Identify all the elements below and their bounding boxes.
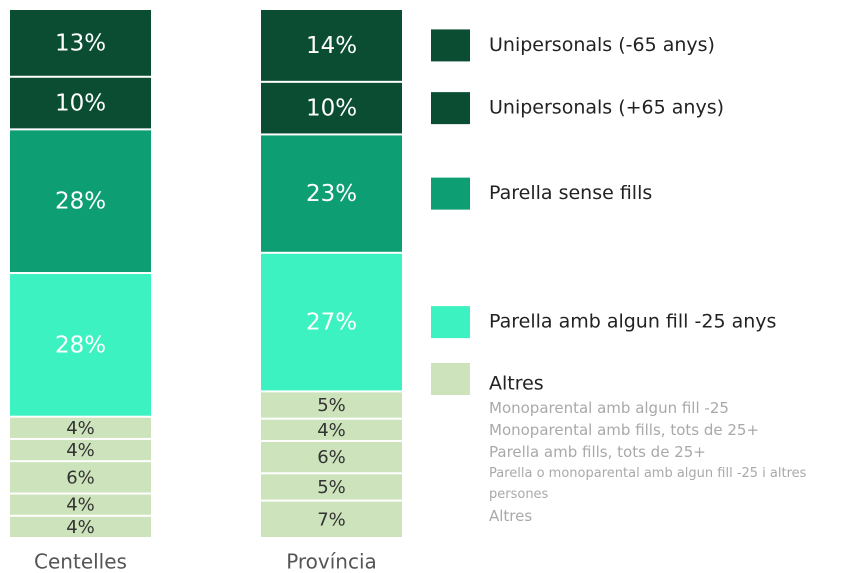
value-label: 6% [66, 467, 95, 488]
value-label: 10% [55, 91, 106, 117]
bar-segment [10, 462, 151, 493]
bar-segment [261, 419, 402, 440]
bar-segment [10, 417, 151, 438]
value-label: 7% [317, 509, 346, 530]
bar-segment [10, 130, 151, 273]
legend-swatch [431, 306, 470, 339]
category-label: Centelles [34, 550, 127, 573]
legend-label: Parella amb algun fill -25 anys [489, 311, 776, 333]
bar-segment [261, 253, 402, 391]
legend-sub-label: Altres [489, 507, 533, 525]
legend-sub-label: Monoparental amb algun fill -25 [489, 399, 729, 417]
value-label: 13% [55, 30, 106, 56]
value-label: 14% [306, 33, 357, 59]
value-label: 28% [55, 189, 106, 215]
legend-swatch [431, 363, 470, 395]
value-label: 4% [317, 420, 346, 441]
legend-label: Unipersonals (+65 anys) [489, 97, 724, 119]
legend-swatch [431, 177, 470, 210]
value-label: 4% [66, 440, 95, 461]
bar-segment [10, 77, 151, 129]
value-label: 4% [66, 495, 95, 516]
category-label: Província [286, 550, 377, 573]
legend-swatch [431, 92, 470, 125]
legend-label: Parella sense fills [489, 182, 652, 204]
value-label: 5% [317, 477, 346, 498]
legend-sublist-box: Monoparental amb algun fill -25 Monoparen… [489, 397, 847, 527]
legend-sub-label: Parella amb fills, tots de 25+ [489, 443, 706, 461]
bar-segment [261, 392, 402, 418]
value-label: 4% [66, 418, 95, 439]
bar-segment [10, 274, 151, 416]
bar-segment [10, 516, 151, 537]
value-label: 5% [317, 395, 346, 416]
legend-swatch [431, 29, 470, 62]
bar-segment [261, 501, 402, 537]
value-label: 10% [306, 96, 357, 122]
bar-segment [10, 10, 151, 76]
bar-segment [261, 135, 402, 252]
legend-group-label: Altres [489, 373, 544, 395]
bar-segment [261, 10, 402, 81]
bar-segment [261, 82, 402, 134]
legend-sub-label: Parella o monoparental amb algun fill -2… [489, 466, 807, 502]
bar-segment [10, 494, 151, 515]
value-label: 23% [306, 181, 357, 207]
legend-sub-label: Monoparental amb fills, tots de 25+ [489, 421, 760, 439]
legend-sublist: Monoparental amb algun fill -25 Monoparen… [489, 397, 847, 527]
bar-segment [261, 474, 402, 500]
bar-segment [10, 439, 151, 461]
value-label: 28% [55, 332, 106, 358]
value-label: 6% [317, 447, 346, 468]
value-label: 27% [306, 310, 357, 336]
bar-segment [261, 441, 402, 473]
value-label: 4% [66, 517, 95, 538]
legend-label: Unipersonals (-65 anys) [489, 34, 715, 56]
